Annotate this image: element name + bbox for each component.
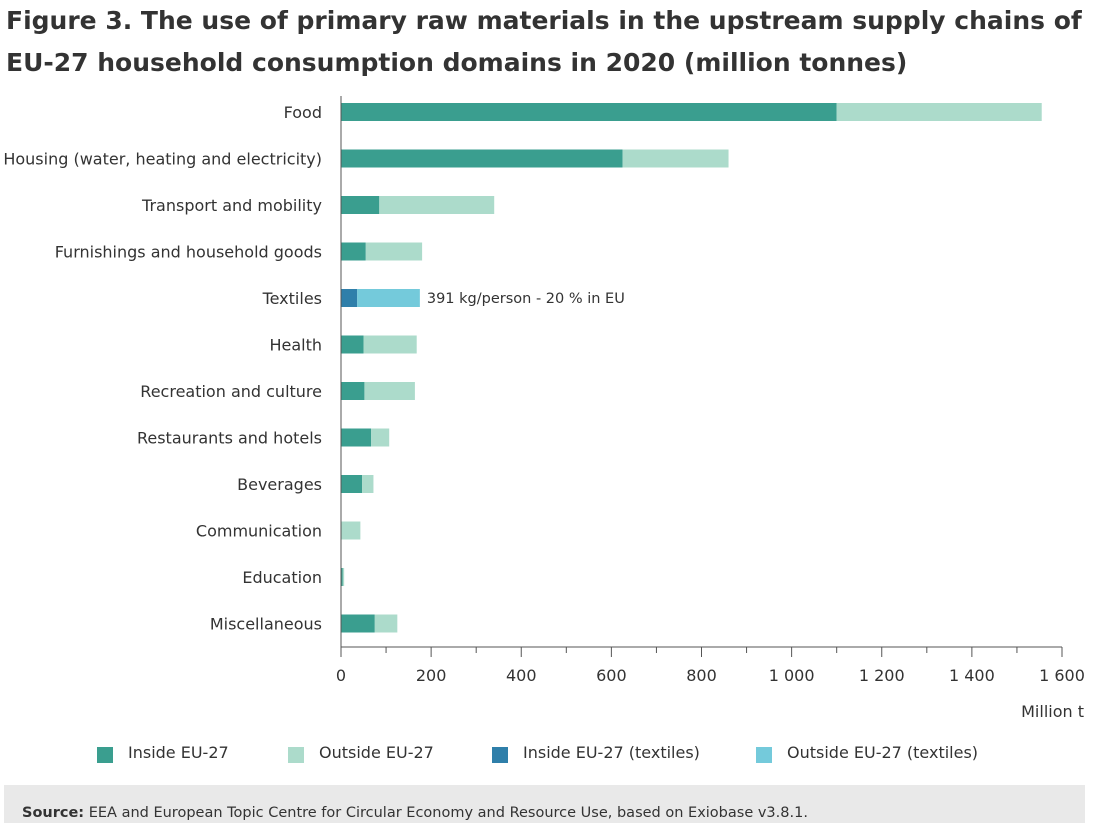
legend-swatch-inside-textiles (492, 747, 508, 763)
category-label-furnishings-and-household-goods: Furnishings and household goods (55, 243, 322, 262)
legend-swatch-outside (288, 747, 304, 763)
legend-label-inside-textiles: Inside EU-27 (textiles) (523, 743, 700, 762)
bar-miscellaneous-outside-eu-27 (374, 614, 398, 633)
legend-swatch-inside (97, 747, 113, 763)
bar-restaurants-and-hotels-outside-eu-27 (371, 428, 390, 447)
bar-recreation-and-culture-outside-eu-27 (364, 382, 415, 400)
bar-beverages-inside-eu-27 (341, 475, 363, 493)
bar-transport-and-mobility-outside-eu-27 (379, 196, 495, 214)
category-label-beverages: Beverages (237, 475, 322, 494)
x-tick-label-1200: 1 200 (859, 666, 905, 685)
bar-education-outside-eu-27 (342, 568, 345, 586)
x-tick-label-400: 400 (506, 666, 537, 685)
category-label-textiles: Textiles (262, 289, 322, 308)
legend-swatch-outside-textiles (756, 747, 772, 763)
bar-textiles-outside-eu-27-textiles (357, 289, 420, 307)
category-label-health: Health (269, 336, 322, 355)
source-text: EEA and European Topic Centre for Circul… (84, 805, 808, 821)
bar-housing-water-heating-and-electricity-inside-eu-27 (341, 149, 623, 168)
bar-chart: Food Housing (water, heating and electric… (3, 96, 1085, 721)
x-tick-label-200: 200 (416, 666, 447, 685)
category-label-transport-and-mobility: Transport and mobility (141, 196, 322, 215)
category-label-education: Education (242, 568, 322, 587)
bar-miscellaneous-inside-eu-27 (341, 614, 375, 633)
bar-beverages-outside-eu-27 (362, 475, 374, 493)
category-label-recreation-and-culture: Recreation and culture (140, 382, 322, 401)
x-tick-label-1400: 1 400 (949, 666, 995, 685)
legend-label-outside: Outside EU-27 (319, 743, 434, 762)
bar-food-inside-eu-27 (341, 103, 837, 121)
legend-label-inside: Inside EU-27 (128, 743, 229, 762)
bar-recreation-and-culture-inside-eu-27 (341, 382, 365, 400)
bar-furnishings-and-household-goods-inside-eu-27 (341, 242, 366, 261)
source-prefix: Source: (22, 805, 85, 821)
bar-health-inside-eu-27 (341, 335, 364, 354)
bar-communication-outside-eu-27 (341, 521, 361, 540)
x-tick-label-600: 600 (596, 666, 627, 685)
bar-food-outside-eu-27 (836, 103, 1042, 121)
bar-transport-and-mobility-inside-eu-27 (341, 196, 380, 214)
bar-education-inside-eu-27 (341, 568, 343, 586)
category-label-food: Food (284, 103, 322, 122)
chart-title: Figure 3. The use of primary raw materia… (6, 6, 1082, 77)
category-label-miscellaneous: Miscellaneous (210, 615, 322, 634)
category-label-housing-water-heating-and-electricity: Housing (water, heating and electricity) (3, 150, 322, 169)
legend-label-outside-textiles: Outside EU-27 (textiles) (787, 743, 979, 762)
x-tick-label-800: 800 (686, 666, 717, 685)
textiles-annotation: 391 kg/person - 20 % in EU (427, 291, 625, 307)
bar-housing-water-heating-and-electricity-outside-eu-27 (622, 149, 729, 168)
x-tick-label-1000: 1 000 (769, 666, 815, 685)
category-label-restaurants-and-hotels: Restaurants and hotels (137, 429, 322, 448)
bar-furnishings-and-household-goods-outside-eu-27 (365, 242, 423, 261)
category-label-communication: Communication (196, 522, 322, 541)
x-axis-label: Million t (1021, 702, 1084, 721)
bar-health-outside-eu-27 (363, 335, 417, 354)
bar-restaurants-and-hotels-inside-eu-27 (341, 428, 372, 447)
x-tick-label-0: 0 (336, 666, 346, 685)
x-tick-label-1600: 1 600 (1039, 666, 1085, 685)
source-note: Source: EEA and European Topic Centre fo… (4, 785, 1085, 823)
bar-textiles-inside-eu-27-textiles (341, 289, 358, 307)
